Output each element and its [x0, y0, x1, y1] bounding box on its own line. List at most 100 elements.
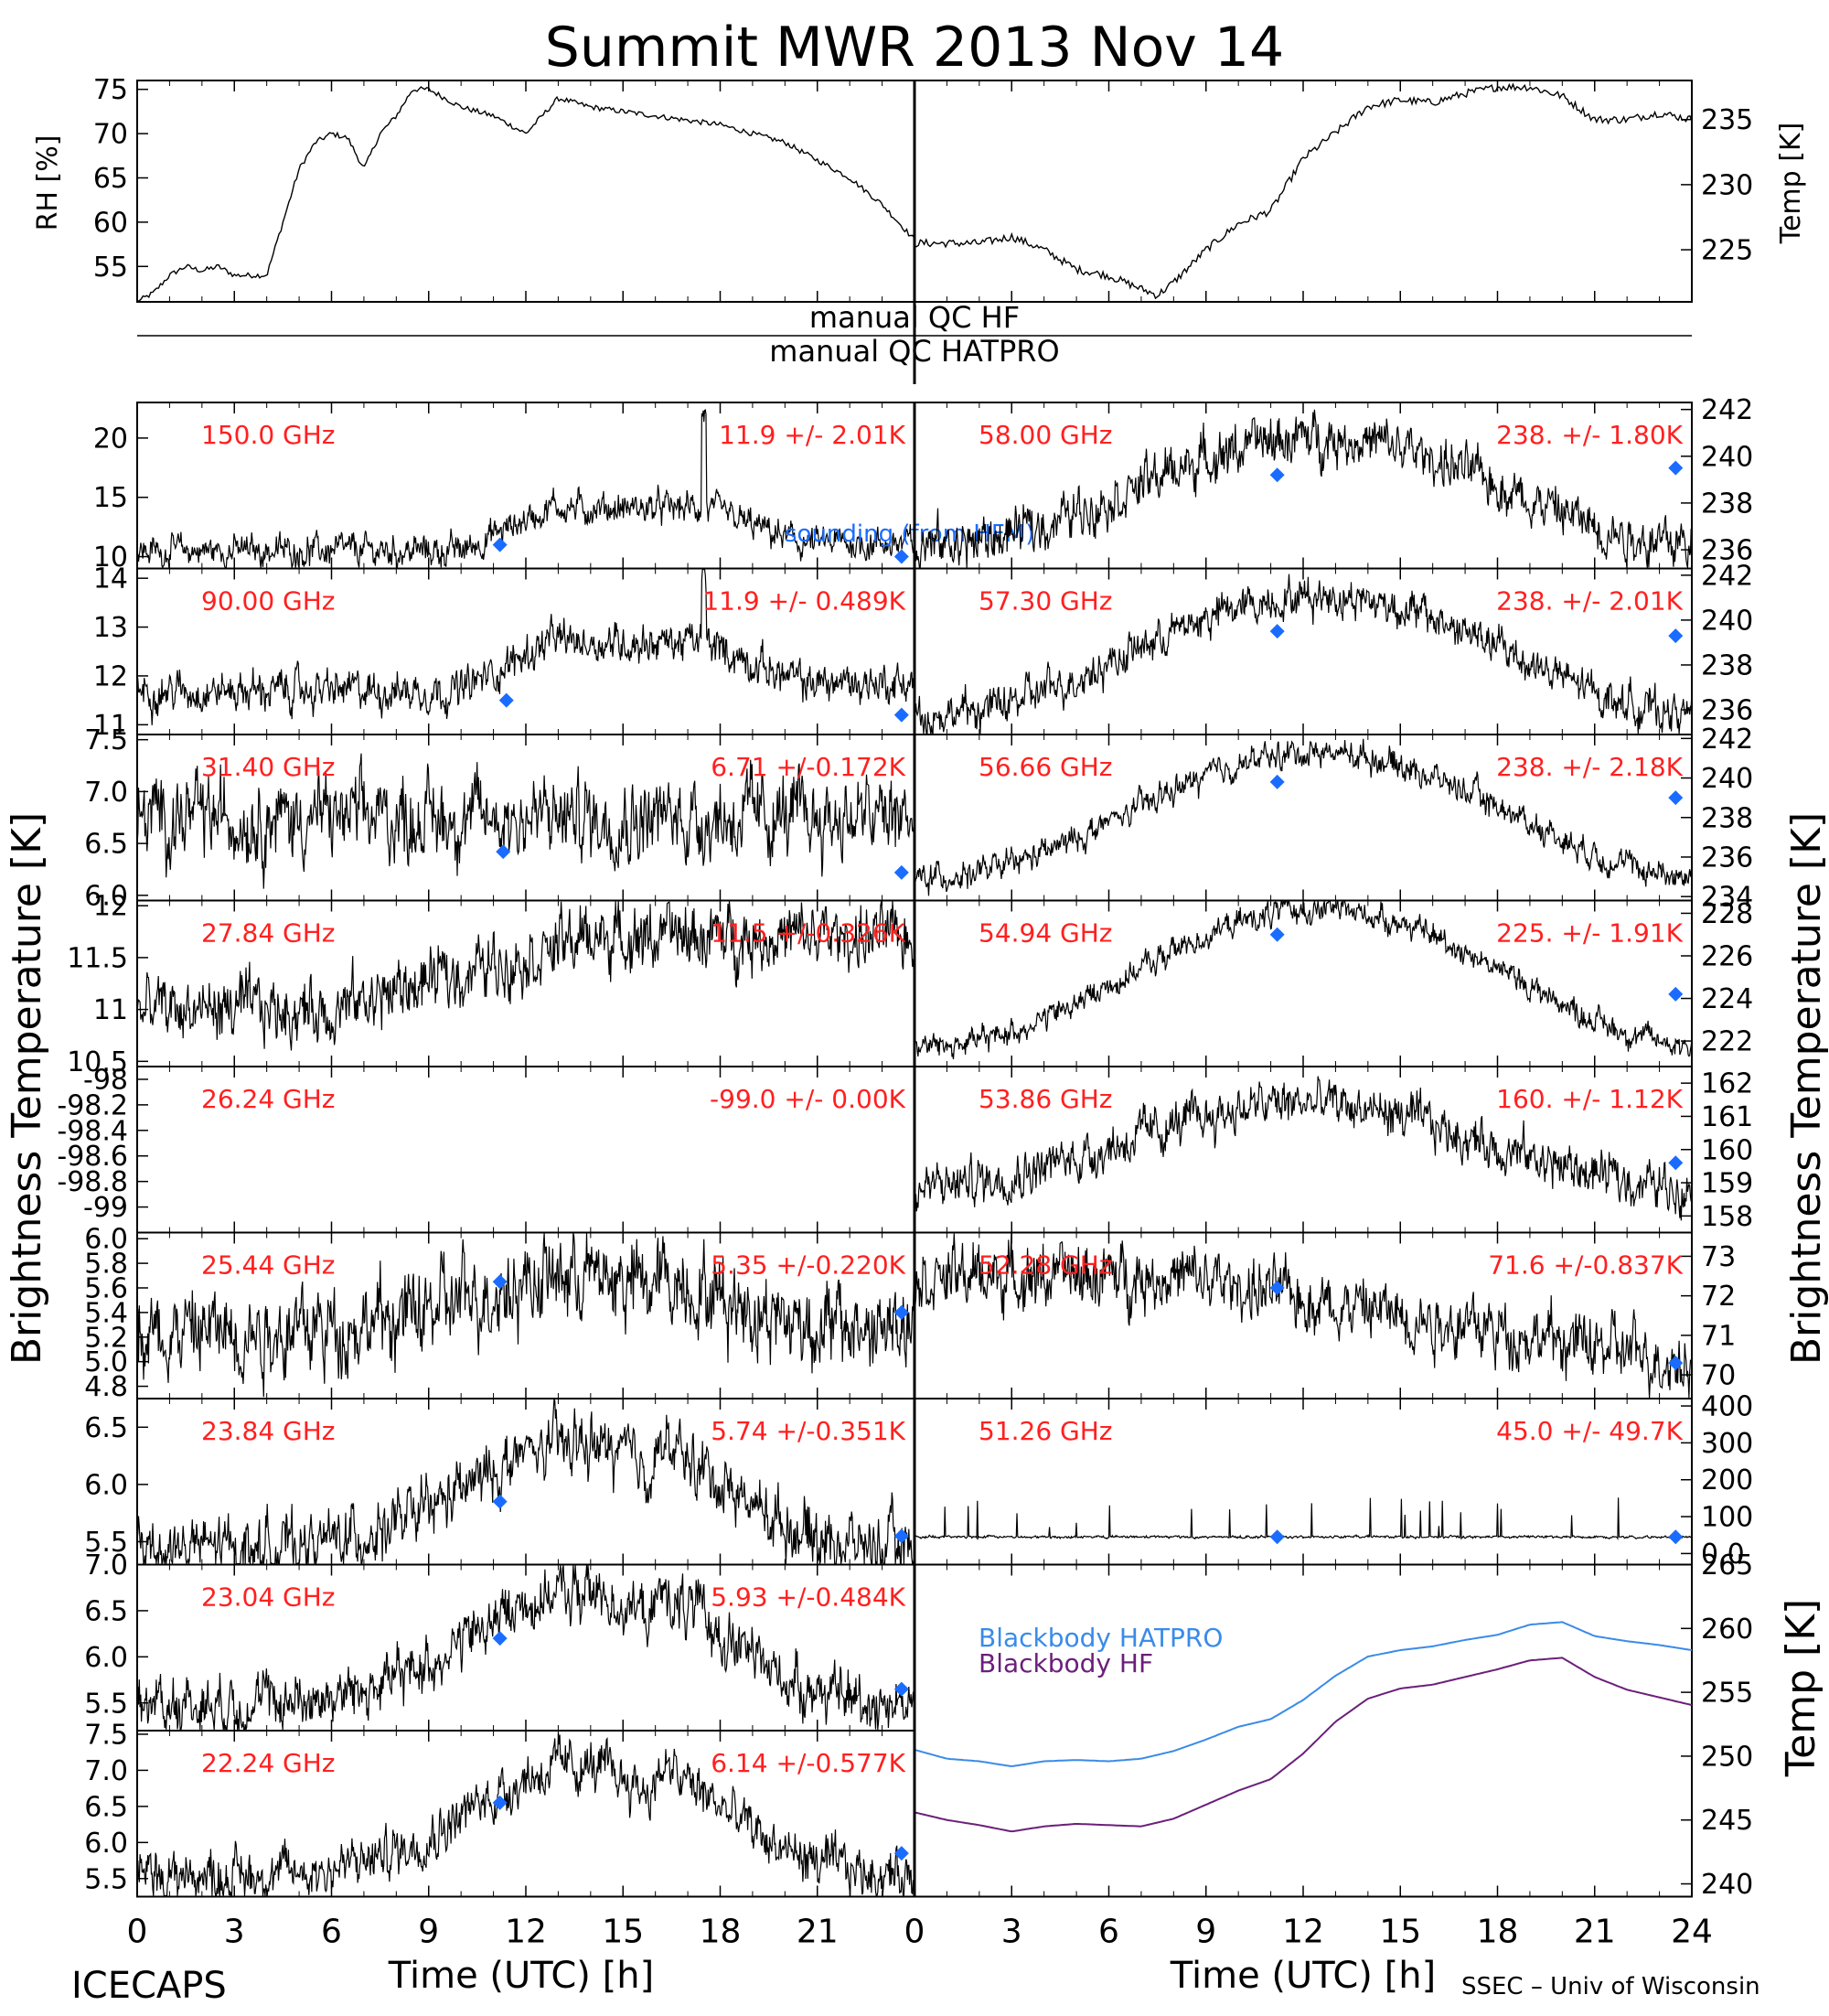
y-tick-label: 240 [1701, 1869, 1753, 1901]
panel-hf-23.84: 5.5 6.0 6.5 23.84 GHz 5.74 +/-0.351K [84, 1398, 915, 1566]
stats-label: 11.9 +/- 0.489K [702, 586, 905, 617]
trace-line [914, 1497, 1693, 1540]
panel-hf-26.24: -99-98.8-98.6-98.4-98.2-98 26.24 GHz -99.0… [57, 1064, 915, 1234]
sounding-marker [498, 692, 514, 708]
y-tick-label: -98 [83, 1064, 128, 1096]
x-tick-label: 3 [224, 1914, 245, 1951]
sounding-marker [1269, 1281, 1285, 1295]
y-tick-label: 72 [1701, 1281, 1736, 1313]
y-tick-label: 230 [1701, 169, 1753, 201]
sounding-marker [893, 549, 909, 564]
y-tick-label: 240 [1701, 763, 1753, 795]
panel-hf-31.40: 6.0 6.5 7.0 7.5 31.40 GHz 6.71 +/-0.172K [84, 724, 915, 912]
frequency-label: 53.86 GHz [979, 1084, 1113, 1114]
y-tick-label: 11.5 [67, 942, 128, 974]
frequency-label: 22.24 GHz [201, 1748, 336, 1778]
y-tick-label: 160 [1701, 1134, 1753, 1166]
y-tick-label: 250 [1701, 1741, 1753, 1773]
qc-strip: manual QC HF manual QC HATPRO [137, 300, 1692, 369]
stats-label: 238. +/- 2.01K [1496, 586, 1683, 617]
x-tick-label: 0 [127, 1914, 148, 1951]
panel-hf-23.04: 5.5 6.0 6.5 7.0 23.04 GHz 5.93 +/-0.484K [84, 1550, 915, 1732]
ylabel-rh: RH [%] [32, 135, 64, 231]
frequency-label: 31.40 GHz [201, 752, 336, 782]
y-tick-label: 240 [1701, 441, 1753, 473]
frequency-label: 51.26 GHz [979, 1416, 1113, 1446]
trace-line [136, 1398, 915, 1566]
y-tick-label: 70 [93, 119, 128, 151]
x-tick-label: 12 [1282, 1914, 1324, 1951]
y-tick-label: 5.5 [84, 1688, 128, 1720]
ylabel-tb-left: Brightness Temperature [K] [4, 812, 50, 1365]
x-tick-label: 18 [1477, 1914, 1519, 1951]
stats-label: 5.35 +/-0.220K [711, 1250, 905, 1281]
y-tick-label: 240 [1701, 605, 1753, 637]
x-tick-label: 0 [904, 1914, 925, 1951]
y-tick-label: 5.8 [84, 1249, 128, 1281]
chart-title: Summit MWR 2013 Nov 14 [545, 16, 1284, 80]
y-tick-label: 5.5 [84, 1527, 128, 1559]
y-tick-label: 20 [93, 423, 128, 455]
y-tick-label: -98.6 [57, 1141, 128, 1173]
y-tick-label: 5.5 [84, 1863, 128, 1895]
y-tick-label: 6.0 [84, 1224, 128, 1256]
y-tick-label: 12 [93, 891, 128, 923]
x-tick-label: 21 [797, 1914, 839, 1951]
panel-hf-25.44: 4.85.05.25.45.65.86.0 25.44 GHz 5.35 +/-0.… [84, 1224, 915, 1403]
y-tick-label: 7.5 [84, 1719, 128, 1751]
y-tick-label: 12 [93, 660, 128, 692]
x-tick-label: 6 [321, 1914, 342, 1951]
stats-label: 71.6 +/-0.837K [1488, 1250, 1683, 1281]
y-tick-label: 255 [1701, 1678, 1753, 1710]
panel-hatpro-58.00: 236 238 240 242 58.00 GHz 238. +/- 1.80K [914, 394, 1753, 570]
sounding-marker [492, 537, 508, 552]
frequency-label: 54.94 GHz [979, 918, 1113, 949]
frequency-label: 26.24 GHz [201, 1084, 336, 1114]
y-tick-label: 6.0 [84, 1469, 128, 1501]
y-tick-label: 161 [1701, 1101, 1753, 1133]
sounding-marker [1269, 1529, 1285, 1545]
x-tick-label: 21 [1574, 1914, 1616, 1951]
y-tick-label: 10 [93, 542, 128, 574]
y-tick-label: 15 [93, 482, 128, 514]
sounding-marker [1269, 927, 1285, 942]
trace-line [914, 574, 1693, 735]
y-tick-label: 226 [1701, 941, 1753, 973]
sounding-marker [893, 1846, 909, 1861]
sounding-marker [492, 1631, 508, 1646]
y-tick-label: 236 [1701, 842, 1753, 874]
y-tick-label: -98.2 [57, 1089, 128, 1121]
x-tick-label: 3 [1001, 1914, 1022, 1951]
sounding-marker [1668, 1529, 1684, 1545]
ylabel-temp: Temp [K] [1775, 123, 1807, 245]
x-axis-ticks: 0 3 6 9 12 15 18 21 0 3 6 9 12 15 18 21 24 [127, 1914, 1713, 1951]
sounding-marker [893, 864, 909, 880]
sounding-marker [1668, 986, 1684, 1002]
y-tick-label: 6.5 [84, 829, 128, 861]
y-tick-label: 5.0 [84, 1346, 128, 1378]
y-tick-label: 200 [1701, 1464, 1753, 1496]
y-tick-label: 75 [93, 74, 128, 106]
sounding-marker [1269, 467, 1285, 483]
frequency-label: 52.28 GHz [979, 1250, 1113, 1281]
stats-label: 5.93 +/-0.484K [711, 1582, 905, 1613]
y-tick-label: 238 [1701, 488, 1753, 520]
frequency-label: 23.84 GHz [201, 1416, 336, 1446]
y-tick-label: 162 [1701, 1068, 1753, 1100]
stats-label: 225. +/- 1.91K [1496, 918, 1683, 949]
trace-line [914, 1233, 1693, 1399]
y-tick-label: 242 [1701, 560, 1753, 592]
blackbody-series-line [914, 1621, 1693, 1767]
sounding-marker [893, 1681, 909, 1697]
frequency-label: 27.84 GHz [201, 918, 336, 949]
y-tick-label: 236 [1701, 695, 1753, 727]
y-tick-label: -98.8 [57, 1166, 128, 1198]
panel-frame [914, 1563, 1693, 1898]
y-tick-label: 7.0 [84, 1755, 128, 1787]
y-tick-label: 5.4 [84, 1297, 128, 1329]
trace-line [914, 899, 1693, 1060]
stats-label: 6.71 +/-0.172K [711, 752, 905, 782]
sounding-marker [1668, 790, 1684, 806]
stats-label: 11.5 +/-0.326K [711, 918, 905, 949]
